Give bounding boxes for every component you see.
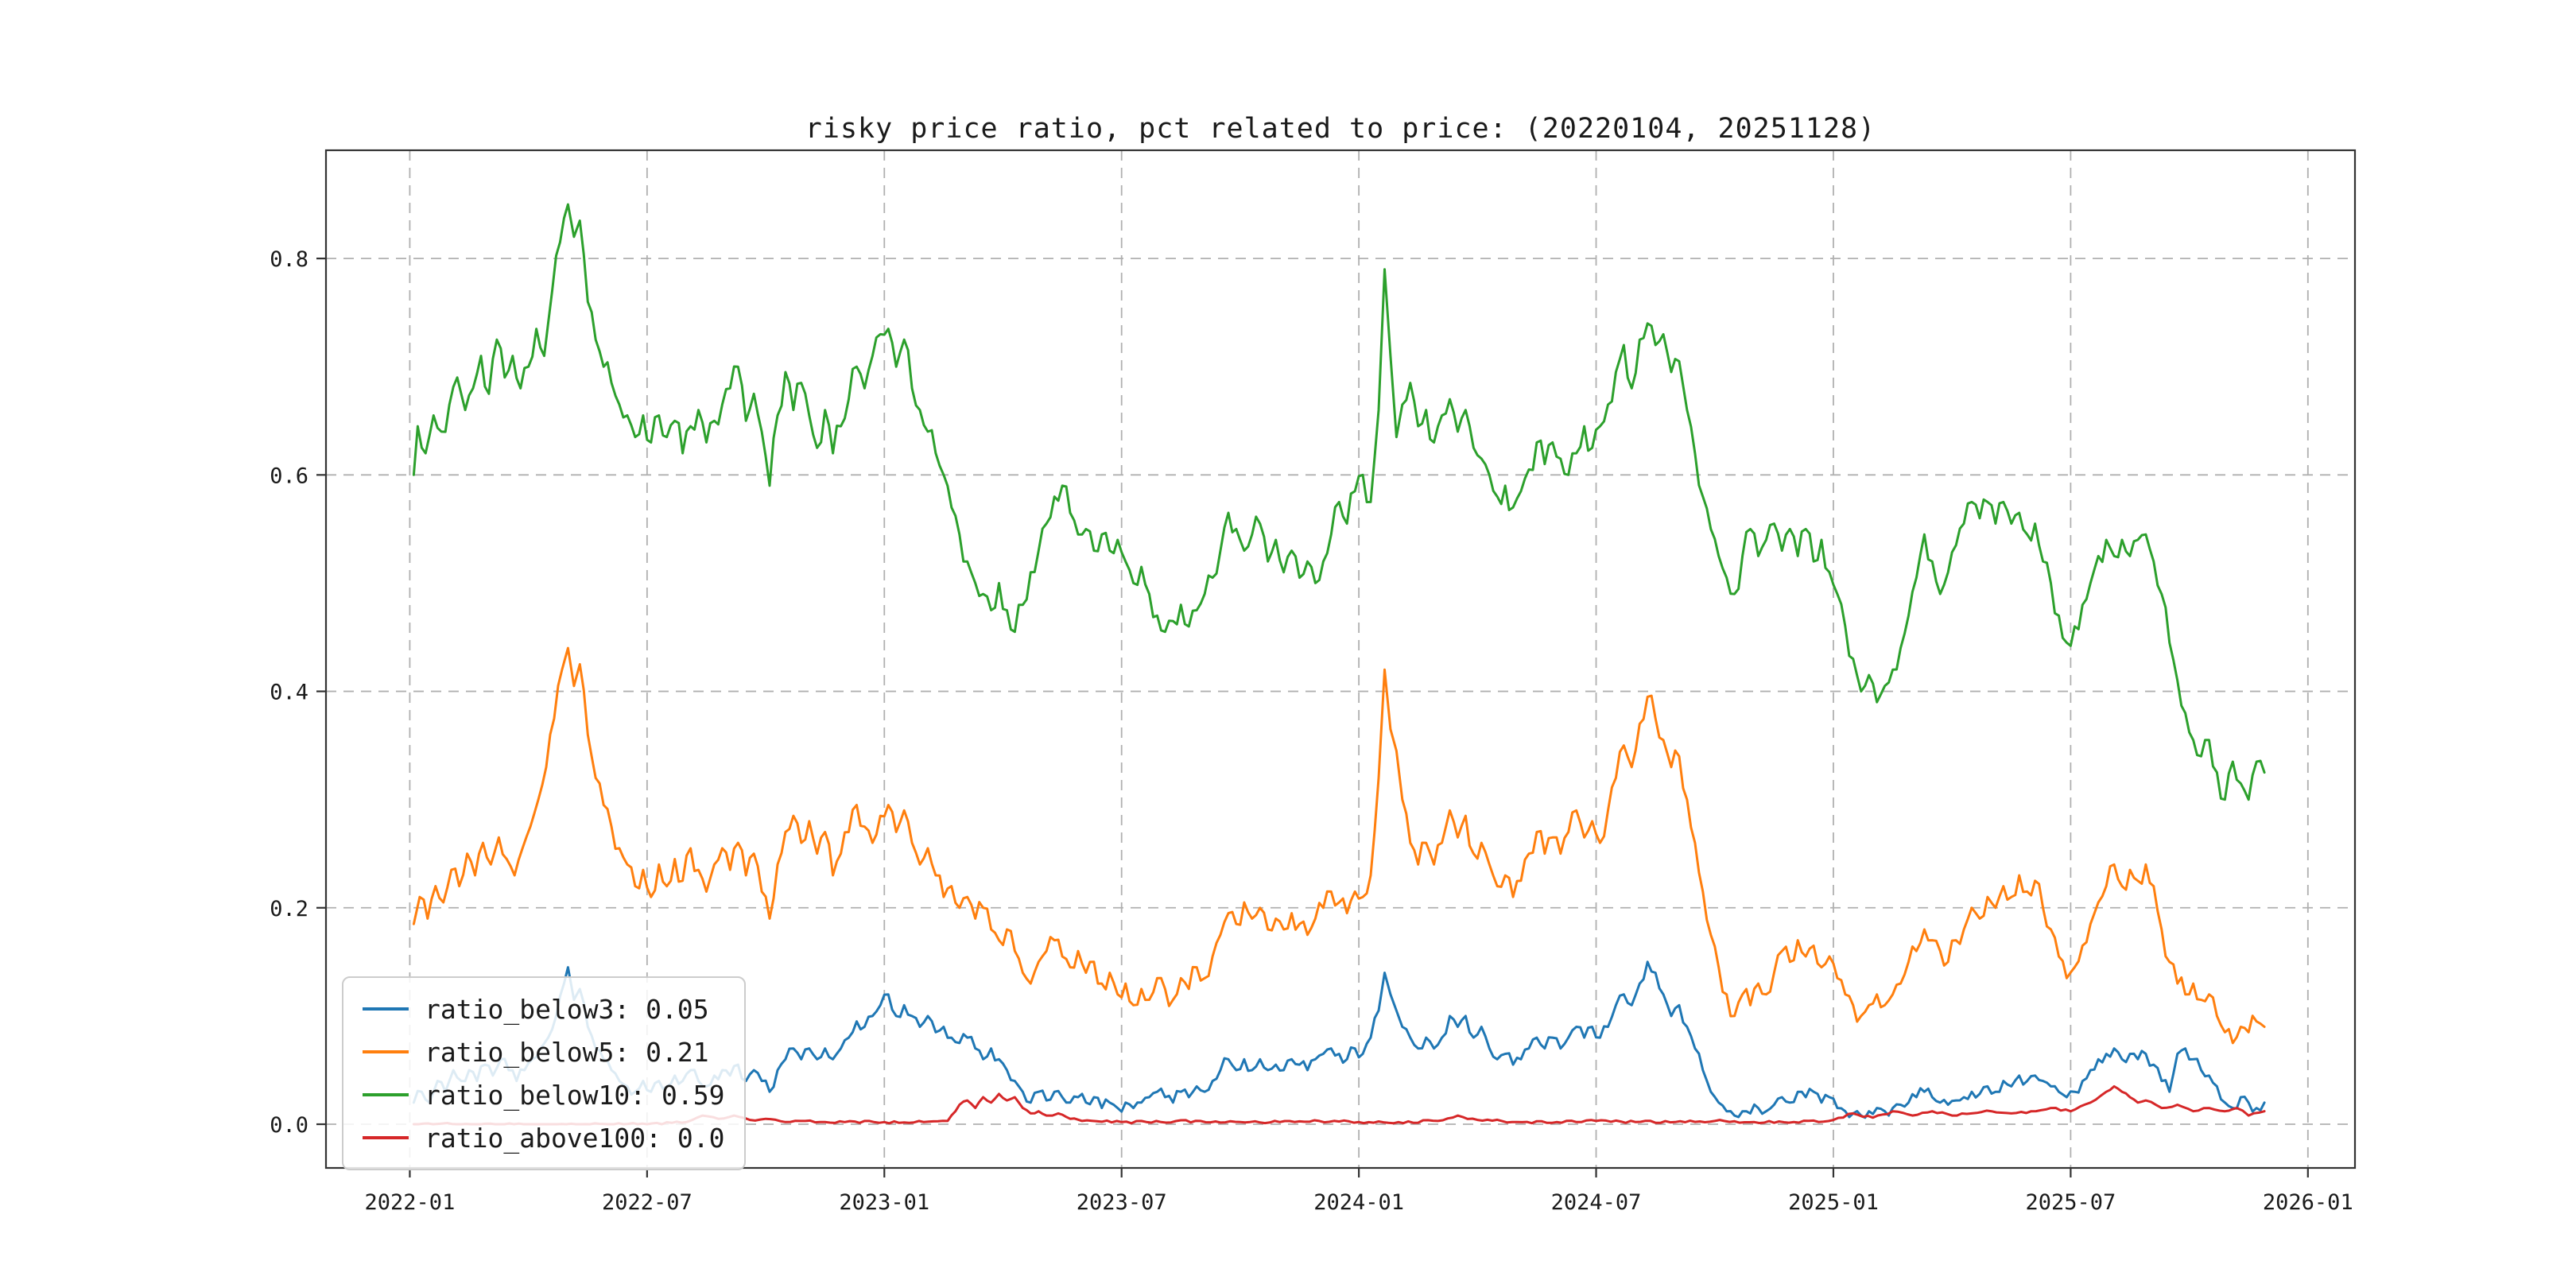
legend-item-ratio-above100: ratio_above100: 0.0 xyxy=(363,1116,725,1159)
legend-line-sample-orange xyxy=(363,1050,409,1053)
chart-title: risky price ratio, pct related to price:… xyxy=(805,113,1876,145)
legend-item-ratio-below5: ratio_below5: 0.21 xyxy=(363,1030,725,1073)
series-line-ratio_below10 xyxy=(412,203,2266,801)
legend-item-ratio-below3: ratio_below3: 0.05 xyxy=(363,987,725,1030)
legend-label: ratio_above100: 0.0 xyxy=(425,1122,725,1154)
legend-line-sample-red xyxy=(363,1136,409,1139)
y-tick-label: 0.4 xyxy=(270,681,308,705)
x-tick-label: 2026-01 xyxy=(2263,1190,2353,1215)
x-tick-label: 2024-01 xyxy=(1313,1190,1404,1215)
y-tick-label: 0.0 xyxy=(270,1113,308,1138)
x-tick-label: 2024-07 xyxy=(1551,1190,1642,1215)
y-tick-label: 0.6 xyxy=(270,464,308,488)
series-line-ratio_below5 xyxy=(412,646,2266,1045)
legend-line-sample-green xyxy=(363,1093,409,1096)
legend-label: ratio_below3: 0.05 xyxy=(425,993,709,1025)
legend-line-sample-blue xyxy=(363,1007,409,1011)
x-tick-label: 2025-07 xyxy=(2025,1190,2116,1215)
legend-item-ratio-below10: ratio_below10: 0.59 xyxy=(363,1073,725,1116)
x-tick-label: 2025-01 xyxy=(1788,1190,1879,1215)
x-tick-label: 2022-01 xyxy=(365,1190,456,1215)
x-tick-label: 2023-01 xyxy=(839,1190,929,1215)
legend-label: ratio_below5: 0.21 xyxy=(425,1036,709,1068)
x-tick-label: 2022-07 xyxy=(602,1190,692,1215)
x-tick-label: 2023-07 xyxy=(1077,1190,1167,1215)
legend-label: ratio_below10: 0.59 xyxy=(425,1079,725,1111)
plot-border xyxy=(324,149,2357,1170)
y-tick-label: 0.8 xyxy=(270,247,308,272)
y-tick-label: 0.2 xyxy=(270,897,308,921)
legend: ratio_below3: 0.05 ratio_below5: 0.21 ra… xyxy=(342,976,746,1170)
